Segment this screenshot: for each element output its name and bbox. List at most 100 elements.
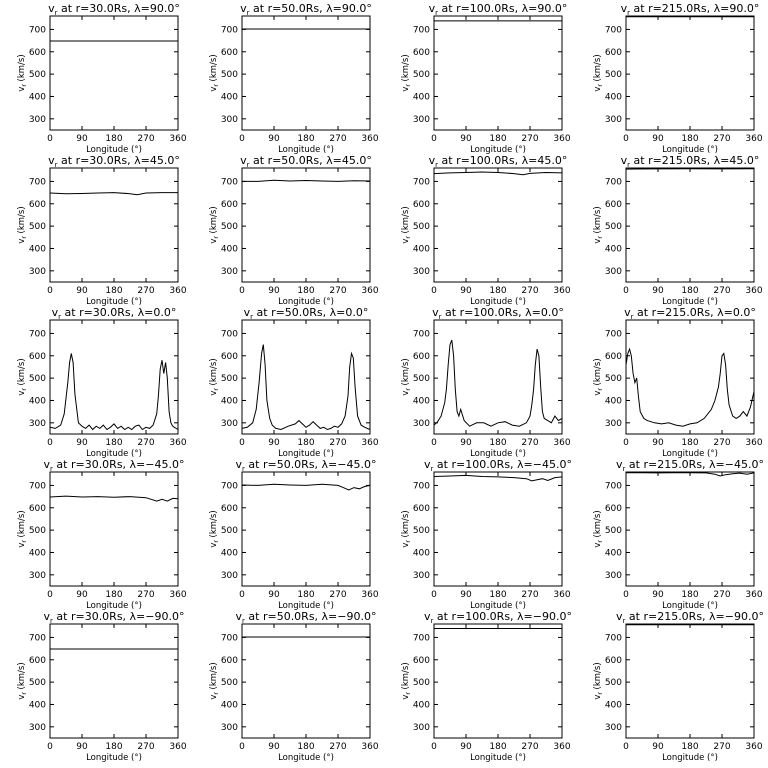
ylabel-units: (km/s) <box>401 662 411 692</box>
y-axis-label: vr (km/s) <box>593 358 604 395</box>
x-tick-label: 360 <box>745 438 762 448</box>
y-tick-label: 500 <box>413 678 430 688</box>
x-tick-label: 270 <box>137 742 154 752</box>
y-tick-label: 400 <box>413 700 430 710</box>
y-tick-label: 600 <box>605 352 622 362</box>
y-tick-label: 600 <box>29 48 46 58</box>
y-tick-label: 700 <box>605 481 622 491</box>
panel-title: vr at r=50.0Rs, λ=90.0° <box>240 2 372 17</box>
plot-frame <box>49 319 179 435</box>
y-tick-label: 500 <box>221 374 238 384</box>
panel-title: vr at r=50.0Rs, λ=0.0° <box>244 306 369 321</box>
panel-title: vr at r=100.0Rs, λ=90.0° <box>429 2 568 17</box>
ylabel-units: (km/s) <box>209 54 219 84</box>
x-axis-label: Longitude (°) <box>278 601 334 611</box>
title-symbol: v <box>616 458 623 471</box>
y-tick-label: 700 <box>29 481 46 491</box>
y-tick-label: 400 <box>221 244 238 254</box>
y-tick-label: 400 <box>605 396 622 406</box>
x-tick-label: 270 <box>713 286 730 296</box>
y-axis-label: vr (km/s) <box>17 358 28 395</box>
series-line <box>241 344 371 431</box>
x-tick-label: 360 <box>169 438 186 448</box>
x-axis-label: Longitude (°) <box>278 145 334 155</box>
x-tick-label: 0 <box>239 742 245 752</box>
x-tick-label: 180 <box>489 286 506 296</box>
panel-title: vr at r=100.0Rs, λ=−45.0° <box>424 458 572 473</box>
panel: vr at r=100.0Rs, λ=90.0°0 90 180 270 3603004… <box>401 2 571 155</box>
x-tick-label: 0 <box>431 742 437 752</box>
title-symbol: v <box>424 610 431 623</box>
y-tick-label: 700 <box>413 25 430 35</box>
title-subscript: r <box>55 9 58 17</box>
title-subscript: r <box>631 313 634 321</box>
panel: vr at r=100.0Rs, λ=−45.0°0 90 180 270 360300… <box>401 458 572 611</box>
y-axis-label: vr (km/s) <box>401 358 412 395</box>
y-axis-label: vr (km/s) <box>209 206 220 243</box>
title-params: at r=30.0Rs, λ=90.0° <box>58 2 180 15</box>
panel-title: vr at r=100.0Rs, λ=−90.0° <box>424 610 572 625</box>
y-tick-label: 500 <box>605 222 622 232</box>
title-subscript: r <box>431 465 434 473</box>
y-tick-label: 400 <box>413 548 430 558</box>
ylabel-symbol: v <box>209 239 219 244</box>
x-tick-label: 90 <box>460 742 472 752</box>
x-axis-label: Longitude (°) <box>662 145 718 155</box>
ylabel-subscript: r <box>213 692 220 695</box>
y-tick-label: 300 <box>605 115 622 125</box>
y-tick-label: 400 <box>29 244 46 254</box>
ylabel-subscript: r <box>213 540 220 543</box>
ylabel-symbol: v <box>593 87 603 92</box>
series-line <box>242 179 371 182</box>
y-tick-label: 700 <box>605 25 622 35</box>
y-tick-label: 400 <box>221 92 238 102</box>
x-tick-label: 360 <box>169 134 186 144</box>
x-tick-label: 360 <box>361 438 378 448</box>
title-params: at r=100.0Rs, λ=45.0° <box>438 154 567 167</box>
y-tick-label: 600 <box>221 352 238 362</box>
x-tick-label: 360 <box>745 134 762 144</box>
ylabel-units: (km/s) <box>401 358 411 388</box>
y-axis-label: vr (km/s) <box>593 54 604 91</box>
title-params: at r=100.0Rs, λ=0.0° <box>442 306 564 319</box>
ylabel-subscript: r <box>597 692 604 695</box>
panel-title: vr at r=215.0Rs, λ=0.0° <box>624 306 756 321</box>
panel-title: vr at r=30.0Rs, λ=45.0° <box>48 154 180 169</box>
plot-frame <box>433 623 563 739</box>
ylabel-symbol: v <box>17 543 27 548</box>
x-tick-label: 0 <box>47 438 53 448</box>
plot-frame <box>49 471 179 587</box>
ylabel-subscript: r <box>21 84 28 87</box>
y-tick-label: 300 <box>29 571 46 581</box>
plot-frame <box>433 319 563 435</box>
panel: vr at r=50.0Rs, λ=−90.0°0 90 180 270 3603004… <box>209 610 379 763</box>
panel: vr at r=30.0Rs, λ=−90.0°0 90 180 270 3603004… <box>17 610 187 763</box>
panel-title: vr at r=100.0Rs, λ=45.0° <box>429 154 568 169</box>
x-tick-label: 270 <box>137 286 154 296</box>
x-tick-label: 270 <box>521 286 538 296</box>
ylabel-symbol: v <box>17 695 27 700</box>
x-tick-label: 180 <box>681 590 698 600</box>
title-subscript: r <box>50 617 53 625</box>
y-tick-label: 300 <box>605 267 622 277</box>
ylabel-units: (km/s) <box>593 358 603 388</box>
ylabel-symbol: v <box>401 543 411 548</box>
y-tick-label: 500 <box>413 526 430 536</box>
x-tick-label: 360 <box>361 742 378 752</box>
x-tick-label: 0 <box>623 286 629 296</box>
y-axis-label: vr (km/s) <box>17 54 28 91</box>
title-params: at r=50.0Rs, λ=−90.0° <box>245 610 377 623</box>
title-params: at r=215.0Rs, λ=90.0° <box>630 2 759 15</box>
x-tick-label: 0 <box>239 134 245 144</box>
ylabel-subscript: r <box>597 540 604 543</box>
y-axis-label: vr (km/s) <box>17 510 28 547</box>
y-tick-label: 600 <box>413 656 430 666</box>
x-tick-label: 360 <box>553 286 570 296</box>
title-subscript: r <box>627 161 630 169</box>
title-params: at r=50.0Rs, λ=45.0° <box>250 154 372 167</box>
series-line <box>626 472 755 477</box>
title-symbol: v <box>616 610 623 623</box>
ylabel-subscript: r <box>405 84 412 87</box>
title-subscript: r <box>435 9 438 17</box>
